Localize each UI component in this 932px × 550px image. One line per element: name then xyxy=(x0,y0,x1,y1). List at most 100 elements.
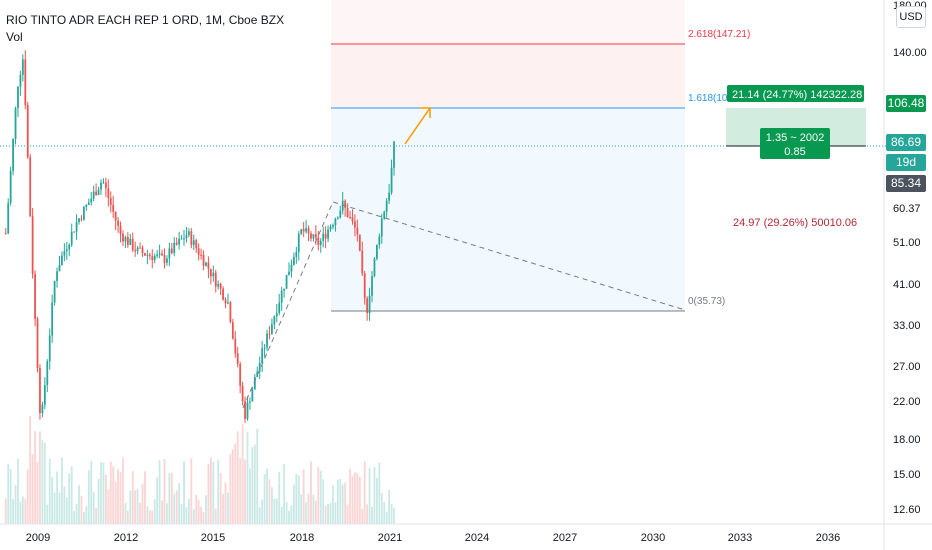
volume-bar xyxy=(187,498,190,524)
volume-bar xyxy=(263,474,266,524)
volume-bar xyxy=(87,470,90,524)
volume-bar xyxy=(163,458,166,524)
candle-body xyxy=(297,233,300,253)
volume-indicator-label[interactable]: Vol xyxy=(6,30,23,44)
candle-body xyxy=(275,313,278,317)
symbol-title[interactable]: RIO TINTO ADR EACH REP 1 ORD, 1M, Cboe B… xyxy=(6,13,285,27)
volume-bar xyxy=(393,508,395,524)
candle-body xyxy=(144,253,146,256)
volume-bar xyxy=(373,467,376,524)
candle-body xyxy=(371,276,373,296)
candle-body xyxy=(95,191,98,195)
volume-bar xyxy=(363,461,366,524)
time-axis[interactable]: 2009 2012 2015 2018 2021 2024 2027 2030 … xyxy=(26,532,840,544)
volume-bar xyxy=(26,469,29,524)
volume-bar xyxy=(4,498,7,524)
volume-bar xyxy=(104,474,107,524)
candle-body xyxy=(209,268,212,277)
candle-body xyxy=(278,302,281,314)
volume-bar xyxy=(234,443,237,524)
candle-body xyxy=(217,283,220,287)
volume-bar xyxy=(217,459,220,524)
candle-body xyxy=(356,227,359,235)
candle-body xyxy=(312,234,315,239)
candle-body xyxy=(346,207,349,218)
candle-body xyxy=(258,363,261,372)
candle-body xyxy=(322,233,325,241)
candle-body xyxy=(266,333,268,348)
candle-body xyxy=(227,302,229,304)
candle-body xyxy=(202,254,205,266)
candle-body xyxy=(134,250,137,252)
candle-body xyxy=(195,240,198,249)
candle-body xyxy=(207,262,210,269)
candle-body xyxy=(53,281,56,303)
candle-body xyxy=(151,256,154,261)
volume-bar xyxy=(278,472,281,524)
candle-body xyxy=(192,240,195,245)
volume-bar xyxy=(46,504,49,524)
volume-bar xyxy=(156,477,159,524)
candle-body xyxy=(97,189,100,195)
volume-bar xyxy=(329,502,332,524)
volume-bar xyxy=(161,500,163,524)
candle-body xyxy=(197,248,200,255)
candle-body xyxy=(31,216,34,275)
candle-body xyxy=(385,200,388,212)
volume-bar xyxy=(144,471,146,524)
volume-bar xyxy=(358,476,361,524)
volume-bar xyxy=(319,470,322,524)
volume-bar xyxy=(312,494,315,524)
volume-bar xyxy=(68,473,71,524)
volume-bar xyxy=(141,483,144,524)
candle-body xyxy=(283,288,286,291)
volume-bar xyxy=(244,459,246,524)
candle-body xyxy=(290,264,293,272)
time-tick: 2033 xyxy=(728,532,752,544)
ratio-label: 1.35 ~ 2002 xyxy=(766,132,824,144)
volume-bar xyxy=(21,496,24,524)
volume-bar xyxy=(97,478,100,524)
volume-bar xyxy=(378,462,381,524)
candle-body xyxy=(43,384,46,405)
volume-bar xyxy=(290,505,293,524)
candle-body xyxy=(224,299,227,304)
candle-body xyxy=(21,59,24,75)
candle-body xyxy=(17,86,19,108)
volume-bar xyxy=(253,444,256,524)
drop-label: 24.97 (29.26%) 50010.06 xyxy=(733,217,857,229)
trend-path[interactable] xyxy=(242,201,686,409)
candle-body xyxy=(4,233,7,235)
volume-bar xyxy=(368,467,371,524)
volume-bar xyxy=(332,485,334,524)
candle-body xyxy=(56,271,58,282)
target-price-label: 106.48 xyxy=(886,95,926,112)
volume-bar xyxy=(95,508,98,524)
volume-bar xyxy=(302,469,305,524)
candle-body xyxy=(9,170,12,204)
volume-bar xyxy=(351,475,354,524)
fib-label-0: 0(35.73) xyxy=(688,296,725,307)
projection-arrow[interactable] xyxy=(404,107,431,145)
candle-body xyxy=(114,211,117,221)
price-axis[interactable]: 180.00 140.00 60.37 51.00 41.00 33.00 27… xyxy=(893,0,927,516)
candle-body xyxy=(124,237,127,242)
candle-body xyxy=(253,377,256,390)
volume-bar xyxy=(305,502,307,524)
volume-bar xyxy=(151,510,154,524)
volume-bar xyxy=(158,459,161,524)
volume-bar xyxy=(273,498,276,524)
currency-button[interactable]: USD xyxy=(896,6,926,28)
candle-body xyxy=(280,290,283,303)
candle-body xyxy=(373,258,376,277)
volume-bar xyxy=(102,462,105,524)
candle-body xyxy=(378,236,381,245)
volume-bar xyxy=(168,473,171,524)
candle-body xyxy=(292,256,295,265)
candle-body xyxy=(302,229,305,232)
volume-bar xyxy=(124,502,127,524)
candle-body xyxy=(249,401,251,403)
volume-bar xyxy=(376,477,378,524)
volume-bar xyxy=(19,501,22,524)
